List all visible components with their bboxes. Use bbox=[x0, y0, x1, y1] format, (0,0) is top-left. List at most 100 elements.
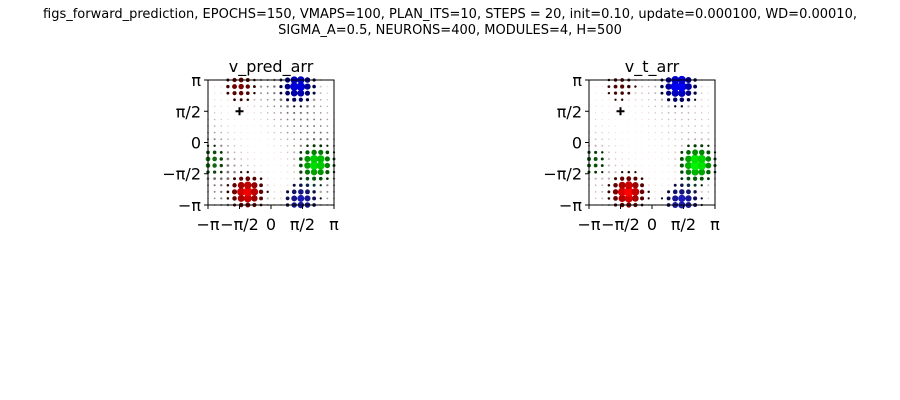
scatter-point bbox=[326, 85, 329, 88]
scatter-point bbox=[693, 91, 697, 95]
suptitle-line-2: SIGMA_A=0.5, NEURONS=400, MODULES=4, H=5… bbox=[278, 23, 622, 38]
scatter-point bbox=[319, 184, 322, 187]
scatter-point bbox=[687, 125, 690, 127]
scatter-point bbox=[239, 98, 243, 102]
scatter-point bbox=[674, 164, 677, 167]
scatter-point bbox=[680, 150, 684, 154]
scatter-point bbox=[679, 157, 684, 161]
scatter-point bbox=[219, 157, 223, 161]
scatter-point bbox=[226, 98, 229, 101]
scatter-point bbox=[233, 164, 236, 167]
scatter-point bbox=[233, 157, 236, 160]
scatter-point bbox=[273, 112, 276, 114]
scatter-point bbox=[621, 151, 623, 154]
scatter-point bbox=[692, 176, 698, 181]
scatter-point bbox=[310, 168, 318, 176]
scatter-point bbox=[293, 177, 296, 180]
scatter-point bbox=[607, 151, 610, 154]
scatter-point bbox=[632, 182, 639, 189]
scatter-point bbox=[213, 125, 216, 127]
scatter-point bbox=[666, 196, 671, 201]
scatter-point bbox=[647, 190, 650, 194]
scatter-point bbox=[641, 158, 643, 160]
scatter-point bbox=[608, 144, 610, 147]
scatter-point bbox=[648, 132, 650, 134]
scatter-point bbox=[313, 131, 316, 134]
scatter-point bbox=[296, 82, 306, 91]
scatter-point bbox=[614, 164, 617, 167]
scatter-point bbox=[634, 98, 637, 101]
scatter-point bbox=[686, 189, 691, 195]
scatter-point bbox=[634, 118, 637, 121]
scatter-point bbox=[312, 98, 316, 102]
scatter-point bbox=[707, 125, 710, 127]
scatter-point bbox=[299, 144, 303, 147]
scatter-point bbox=[273, 131, 276, 134]
scatter-point bbox=[634, 171, 637, 174]
scatter-point bbox=[319, 118, 322, 121]
scatter-point bbox=[299, 151, 303, 154]
scatter-point bbox=[293, 138, 296, 141]
scatter-point bbox=[253, 151, 256, 153]
scatter-point bbox=[259, 196, 264, 201]
scatter-point bbox=[266, 171, 269, 173]
scatter-point bbox=[641, 171, 643, 173]
scatter-point bbox=[654, 85, 657, 88]
scatter-point bbox=[661, 138, 663, 140]
scatter-point bbox=[621, 125, 623, 127]
scatter-point bbox=[671, 89, 679, 97]
scatter-point bbox=[700, 131, 703, 134]
scatter-point bbox=[594, 170, 598, 174]
scatter-point bbox=[627, 91, 631, 95]
scatter-point bbox=[680, 183, 684, 187]
scatter-point bbox=[238, 83, 244, 90]
scatter-point bbox=[304, 155, 311, 163]
scatter-point bbox=[286, 151, 289, 154]
scatter-point bbox=[326, 131, 329, 134]
scatter-point bbox=[594, 99, 597, 101]
scatter-point bbox=[273, 105, 276, 108]
scatter-point bbox=[324, 162, 331, 169]
scatter-point bbox=[608, 105, 610, 108]
scatter-point bbox=[318, 176, 323, 181]
scatter-point bbox=[266, 98, 269, 101]
scatter-point bbox=[286, 171, 289, 173]
scatter-point bbox=[273, 178, 275, 180]
scatter-point bbox=[227, 112, 229, 114]
scatter-point bbox=[674, 105, 677, 108]
scatter-point bbox=[681, 131, 683, 134]
scatter-point bbox=[607, 190, 611, 194]
scatter-point bbox=[594, 197, 597, 200]
scatter-point bbox=[286, 125, 289, 127]
scatter-point bbox=[634, 85, 637, 88]
scatter-point bbox=[594, 112, 597, 114]
scatter-point bbox=[628, 158, 630, 160]
scatter-point bbox=[286, 131, 289, 134]
y-tick-label: 0 bbox=[191, 134, 201, 153]
scatter-point bbox=[667, 138, 670, 140]
scatter-point bbox=[667, 118, 670, 121]
scatter-point bbox=[628, 145, 630, 147]
position-marker bbox=[616, 107, 625, 116]
scatter-point bbox=[693, 196, 698, 201]
scatter-point bbox=[699, 176, 704, 181]
scatter-point bbox=[674, 125, 676, 127]
scatter-point bbox=[286, 164, 289, 167]
scatter-point bbox=[634, 92, 637, 95]
scatter-point bbox=[293, 131, 296, 134]
scatter-point bbox=[701, 112, 703, 114]
scatter-point bbox=[700, 138, 703, 141]
scatter-point bbox=[246, 164, 249, 167]
scatter-point bbox=[654, 184, 657, 187]
scatter-point bbox=[326, 177, 329, 181]
scatter-point bbox=[313, 125, 316, 127]
scatter-point bbox=[267, 164, 269, 167]
scatter-point bbox=[660, 84, 664, 89]
scatter-point bbox=[593, 157, 598, 161]
scatter-point bbox=[226, 151, 230, 154]
scatter-point bbox=[220, 112, 222, 114]
scatter-point bbox=[286, 111, 289, 114]
scatter-point bbox=[627, 164, 630, 167]
scatter-point bbox=[661, 118, 663, 121]
scatter-point bbox=[707, 131, 710, 134]
